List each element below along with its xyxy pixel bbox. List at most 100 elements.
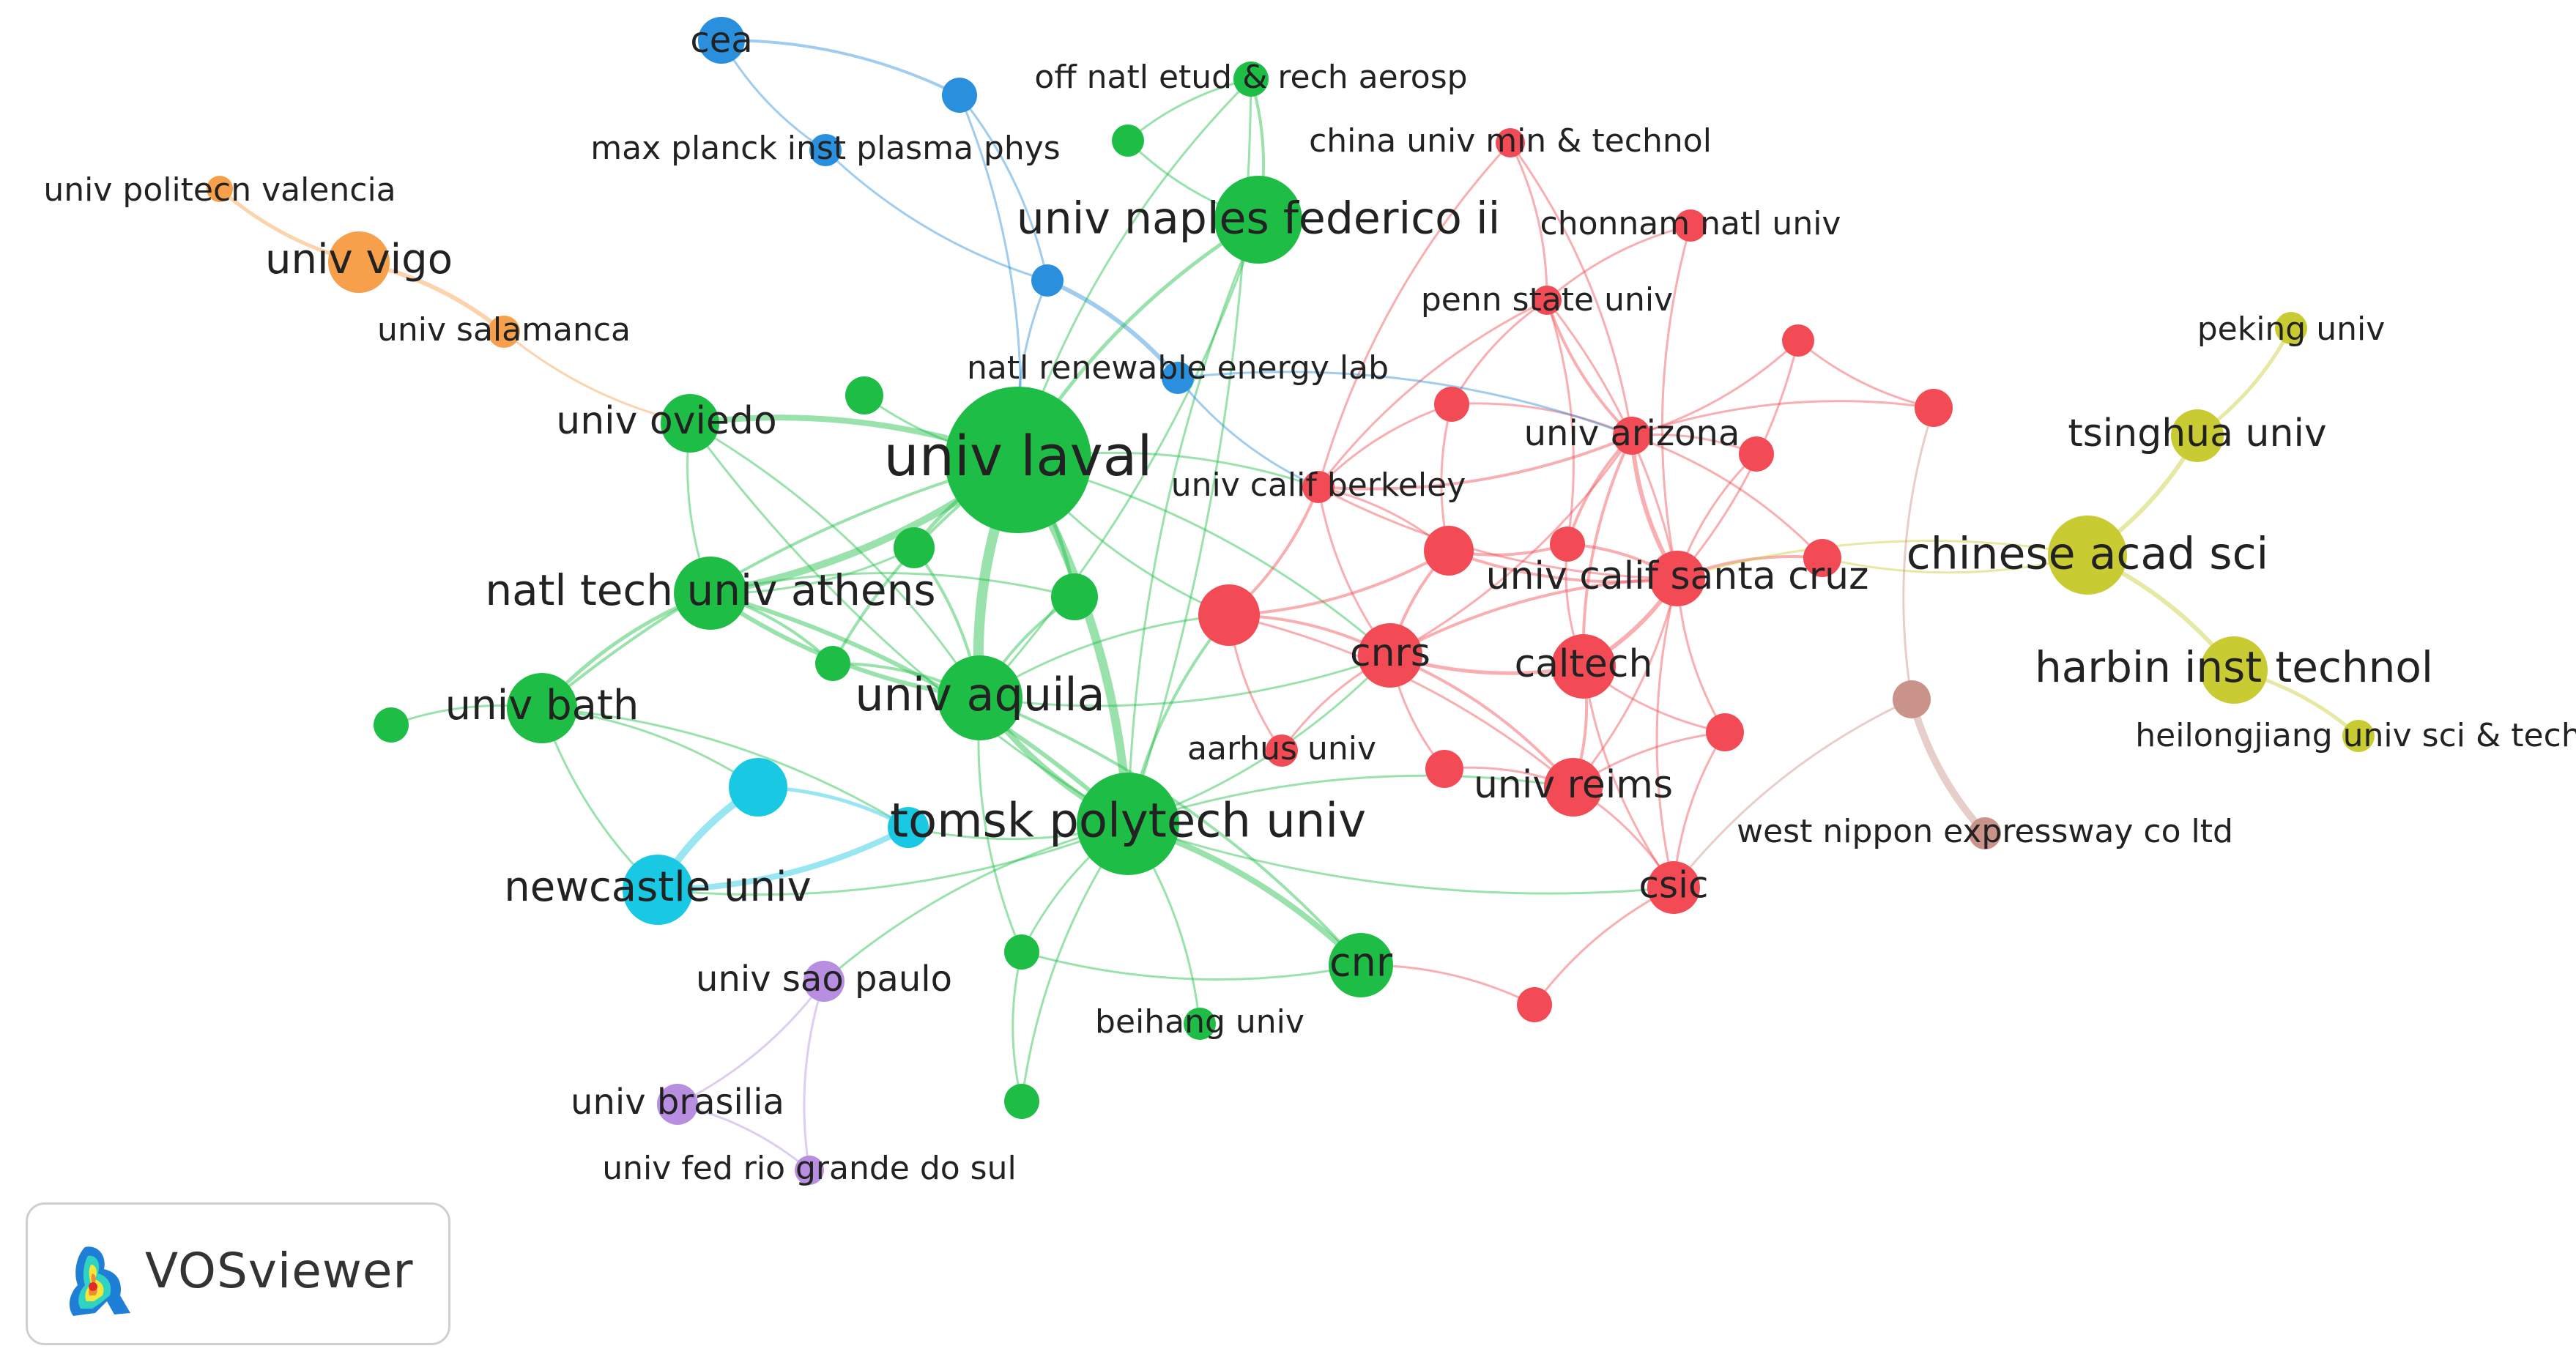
network-node[interactable] bbox=[1739, 436, 1774, 472]
node-label: harbin inst technol bbox=[2035, 642, 2433, 692]
network-node[interactable] bbox=[945, 387, 1091, 533]
network-node[interactable] bbox=[1004, 934, 1039, 970]
node-label: univ naples federico ii bbox=[1017, 193, 1501, 245]
network-node[interactable] bbox=[488, 316, 520, 348]
network-node[interactable] bbox=[328, 231, 390, 293]
network-node[interactable] bbox=[1706, 713, 1744, 751]
network-link bbox=[1451, 402, 1633, 437]
network-link bbox=[677, 981, 825, 1106]
network-node[interactable] bbox=[657, 1084, 698, 1125]
network-link bbox=[689, 422, 981, 699]
network-node[interactable] bbox=[2200, 636, 2268, 704]
network-link bbox=[541, 707, 909, 829]
network-node[interactable] bbox=[1649, 551, 1705, 606]
network-node[interactable] bbox=[1517, 987, 1552, 1022]
network-node[interactable] bbox=[1915, 389, 1953, 427]
node-label: univ laval bbox=[884, 423, 1153, 488]
network-node[interactable] bbox=[1647, 861, 1700, 914]
network-link bbox=[1631, 339, 1800, 437]
network-node[interactable] bbox=[2342, 720, 2375, 752]
network-link bbox=[824, 149, 1048, 282]
network-node[interactable] bbox=[729, 758, 787, 817]
node-label: univ salamanca bbox=[377, 311, 631, 349]
node-label: chonnam natl univ bbox=[1540, 205, 1841, 242]
network-node[interactable] bbox=[1674, 209, 1707, 242]
network-link bbox=[979, 696, 1362, 967]
network-link bbox=[1545, 300, 1633, 437]
node-label: heilongjiang univ sci & tech bbox=[2135, 717, 2576, 754]
network-node[interactable] bbox=[674, 557, 747, 630]
network-node[interactable] bbox=[1803, 539, 1841, 577]
network-node[interactable] bbox=[1532, 286, 1562, 315]
network-node[interactable] bbox=[942, 78, 977, 113]
network-node[interactable] bbox=[809, 134, 842, 166]
node-label: penn state univ bbox=[1421, 281, 1673, 319]
network-node[interactable] bbox=[661, 394, 719, 453]
network-node[interactable] bbox=[1051, 573, 1098, 620]
network-node[interactable] bbox=[1302, 471, 1335, 503]
network-link bbox=[803, 981, 825, 1171]
network-node[interactable] bbox=[1184, 1008, 1216, 1040]
network-node[interactable] bbox=[1424, 526, 1474, 576]
network-node[interactable] bbox=[1969, 817, 2001, 849]
node-label: univ politecn valencia bbox=[43, 171, 396, 209]
network-node[interactable] bbox=[1233, 62, 1269, 97]
node-label: chinese acad sci bbox=[1907, 529, 2268, 580]
network-node[interactable] bbox=[207, 176, 233, 202]
network-node[interactable] bbox=[1266, 734, 1298, 767]
network-node[interactable] bbox=[894, 527, 935, 568]
node-label: cnrs bbox=[1350, 631, 1430, 675]
network-node[interactable] bbox=[2275, 312, 2307, 344]
node-label: univ bath bbox=[445, 682, 639, 729]
network-node[interactable] bbox=[845, 376, 883, 414]
network-node[interactable] bbox=[1434, 387, 1469, 422]
network-node[interactable] bbox=[1112, 124, 1144, 157]
logo-text: VOSviewer bbox=[145, 1243, 414, 1299]
network-node[interactable] bbox=[1544, 758, 1603, 817]
network-node[interactable] bbox=[1893, 680, 1931, 718]
network-node[interactable] bbox=[1782, 324, 1814, 357]
network-link bbox=[979, 654, 1391, 707]
node-label: tsinghua univ bbox=[2068, 412, 2326, 455]
node-label: univ arizona bbox=[1524, 413, 1740, 454]
node-label: univ reims bbox=[1474, 763, 1673, 807]
node-label: china univ min & technol bbox=[1309, 122, 1712, 160]
network-node[interactable] bbox=[2048, 516, 2127, 595]
network-node[interactable] bbox=[1358, 623, 1422, 688]
network-node[interactable] bbox=[623, 855, 693, 925]
network-node[interactable] bbox=[888, 807, 929, 848]
network-node[interactable] bbox=[1031, 264, 1064, 297]
node-label: off natl etud & rech aerosp bbox=[1034, 59, 1467, 96]
network-node[interactable] bbox=[1425, 750, 1463, 788]
network-link bbox=[1317, 141, 1512, 488]
network-node[interactable] bbox=[938, 655, 1022, 740]
network-link bbox=[1177, 371, 1633, 437]
node-label: univ calif berkeley bbox=[1171, 466, 1466, 504]
network-node[interactable] bbox=[815, 646, 850, 681]
network-node[interactable] bbox=[803, 961, 845, 1002]
network-node[interactable] bbox=[1077, 773, 1179, 875]
network-node[interactable] bbox=[2171, 409, 2224, 462]
network-node[interactable] bbox=[698, 17, 745, 64]
node-label: max planck inst plasma phys bbox=[590, 130, 1060, 167]
network-node[interactable] bbox=[1198, 584, 1260, 646]
network-node[interactable] bbox=[1162, 362, 1194, 394]
network-link bbox=[1631, 400, 1934, 437]
network-node[interactable] bbox=[1550, 527, 1585, 562]
network-node[interactable] bbox=[1496, 128, 1525, 157]
network-node[interactable] bbox=[1613, 417, 1651, 455]
node-label: caltech bbox=[1515, 642, 1653, 686]
network-link bbox=[1545, 300, 1575, 545]
network-link bbox=[1655, 578, 1679, 888]
network-node[interactable] bbox=[1004, 1084, 1039, 1119]
network-link bbox=[721, 38, 960, 97]
network-node[interactable] bbox=[1329, 933, 1393, 997]
network-link bbox=[1509, 142, 1548, 301]
network-node[interactable] bbox=[1551, 634, 1616, 699]
network-link bbox=[958, 94, 1049, 281]
network-node[interactable] bbox=[1214, 176, 1302, 264]
network-links bbox=[218, 38, 2360, 1172]
network-node[interactable] bbox=[795, 1156, 824, 1185]
network-node[interactable] bbox=[374, 707, 409, 743]
network-node[interactable] bbox=[507, 673, 577, 743]
